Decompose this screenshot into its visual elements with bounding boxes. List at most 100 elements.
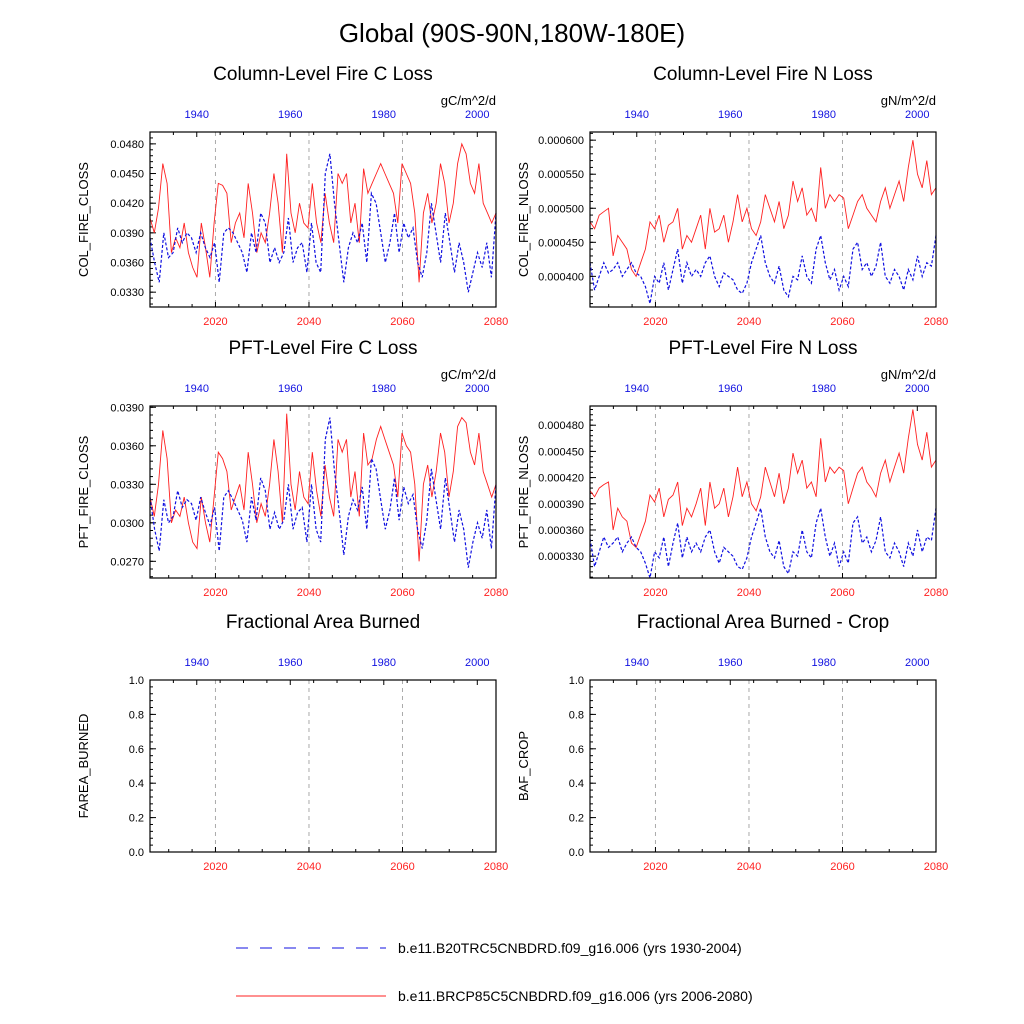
y-tick-label: 0.000480	[538, 420, 584, 432]
x-tick-label-top: 1960	[718, 109, 742, 121]
plot-frame	[149, 679, 497, 853]
series-line-future	[149, 413, 497, 562]
series-line-hist	[589, 235, 937, 304]
x-tick-label-bottom: 2080	[484, 861, 508, 873]
series-line-future	[149, 142, 497, 283]
plot-frame	[149, 131, 497, 308]
legend-future-label: b.e11.BRCP85C5CNBDRD.f09_g16.006 (yrs 20…	[398, 988, 753, 1004]
y-tick-label: 0.4	[129, 778, 144, 790]
x-tick-label-bottom: 2080	[484, 587, 508, 599]
legend-hist-label: b.e11.B20TRC5CNBDRD.f09_g16.006 (yrs 193…	[398, 940, 742, 956]
y-tick-label: 0.0330	[110, 287, 144, 299]
x-tick-label-top: 1980	[812, 657, 836, 669]
y-tick-label: 0.0450	[110, 169, 144, 181]
chart-panel-1: Column-Level Fire N Loss gN/m^2/d COL_FIRE…	[516, 64, 948, 328]
series-line-hist	[149, 153, 497, 293]
x-tick-label-top: 2000	[465, 383, 489, 395]
series-line-future	[589, 140, 937, 278]
x-tick-label-top: 1960	[278, 109, 302, 121]
y-tick-label: 0.000550	[538, 169, 584, 181]
y-axis-label: PFT_FIRE_CLOSS	[76, 435, 91, 548]
y-tick-label: 1.0	[129, 675, 144, 687]
x-tick-label-top: 2000	[905, 657, 929, 669]
y-tick-label: 0.0480	[110, 139, 144, 151]
x-tick-label-top: 1940	[625, 383, 649, 395]
x-tick-label-bottom: 2020	[643, 587, 667, 599]
panels: Column-Level Fire C Loss gC/m^2/d COL_FIRE…	[76, 64, 948, 873]
y-tick-label: 0.000420	[538, 473, 584, 485]
chart-panel-0: Column-Level Fire C Loss gC/m^2/d COL_FIRE…	[76, 64, 508, 328]
x-tick-label-bottom: 2060	[830, 587, 854, 599]
y-tick-label: 0.000450	[538, 237, 584, 249]
chart-title: Fractional Area Burned - Crop	[637, 612, 889, 633]
x-tick-label-bottom: 2020	[643, 861, 667, 873]
x-tick-label-bottom: 2020	[643, 316, 667, 328]
y-axis-label: COL_FIRE_NLOSS	[516, 162, 531, 277]
x-tick-label-top: 2000	[465, 657, 489, 669]
x-tick-label-top: 1980	[812, 109, 836, 121]
y-tick-label: 0.8	[129, 709, 144, 721]
y-tick-label: 0.2	[569, 813, 584, 825]
y-tick-label: 0.6	[569, 744, 584, 756]
x-tick-label-top: 1980	[372, 657, 396, 669]
x-tick-label-bottom: 2060	[390, 861, 414, 873]
chart-panel-5: Fractional Area Burned - Crop BAF_CROP 202…	[516, 612, 948, 873]
y-tick-label: 0.000600	[538, 135, 584, 147]
x-tick-label-bottom: 2060	[390, 587, 414, 599]
x-tick-label-bottom: 2040	[737, 861, 761, 873]
x-tick-label-top: 2000	[905, 109, 929, 121]
x-tick-label-bottom: 2060	[830, 316, 854, 328]
series-line-future	[589, 409, 937, 549]
y-tick-label: 0.4	[569, 778, 584, 790]
y-axis-label: PFT_FIRE_NLOSS	[516, 435, 531, 548]
x-tick-label-top: 1960	[278, 383, 302, 395]
y-tick-label: 0.000400	[538, 271, 584, 283]
y-tick-label: 0.0	[569, 847, 584, 859]
plot-frame	[589, 679, 937, 853]
x-tick-label-top: 1940	[185, 657, 209, 669]
x-tick-label-bottom: 2040	[297, 316, 321, 328]
x-tick-label-top: 1960	[718, 657, 742, 669]
y-tick-label: 0.000360	[538, 525, 584, 537]
y-tick-label: 0.0390	[110, 402, 144, 414]
x-tick-label-top: 1940	[625, 657, 649, 669]
x-tick-label-bottom: 2080	[924, 861, 948, 873]
y-tick-label: 0.0270	[110, 556, 144, 568]
plot-frame	[589, 405, 937, 579]
units-label: gC/m^2/d	[441, 367, 496, 382]
units-label: gC/m^2/d	[441, 93, 496, 108]
chart-panel-3: PFT-Level Fire N Loss gN/m^2/d PFT_FIRE_NL…	[516, 338, 948, 599]
series-line-hist	[149, 417, 497, 568]
y-tick-label: 0.000330	[538, 551, 584, 563]
x-tick-label-top: 1940	[185, 109, 209, 121]
plot-frame	[589, 131, 937, 308]
y-tick-label: 1.0	[569, 675, 584, 687]
chart-title: PFT-Level Fire C Loss	[229, 338, 418, 359]
y-tick-label: 0.000500	[538, 203, 584, 215]
x-tick-label-bottom: 2080	[484, 316, 508, 328]
y-tick-label: 0.8	[569, 709, 584, 721]
y-tick-label: 0.0420	[110, 198, 144, 210]
x-tick-label-top: 1980	[372, 383, 396, 395]
x-tick-label-top: 1980	[812, 383, 836, 395]
y-tick-label: 0.0390	[110, 228, 144, 240]
x-tick-label-bottom: 2020	[203, 861, 227, 873]
x-tick-label-bottom: 2020	[203, 316, 227, 328]
chart-panel-2: PFT-Level Fire C Loss gC/m^2/d PFT_FIRE_CL…	[76, 338, 508, 599]
plot-frame	[149, 405, 497, 579]
x-tick-label-bottom: 2080	[924, 316, 948, 328]
y-tick-label: 0.0360	[110, 258, 144, 270]
series-line-hist	[589, 508, 937, 579]
chart-title: Column-Level Fire N Loss	[653, 64, 873, 85]
y-tick-label: 0.0330	[110, 479, 144, 491]
x-tick-label-top: 1940	[185, 383, 209, 395]
chart-title: Fractional Area Burned	[226, 612, 420, 633]
x-tick-label-top: 1960	[718, 383, 742, 395]
units-label: gN/m^2/d	[881, 93, 936, 108]
x-tick-label-bottom: 2060	[390, 316, 414, 328]
x-tick-label-top: 1980	[372, 109, 396, 121]
x-tick-label-top: 1940	[625, 109, 649, 121]
x-tick-label-top: 2000	[905, 383, 929, 395]
chart-title: Column-Level Fire C Loss	[213, 64, 433, 85]
